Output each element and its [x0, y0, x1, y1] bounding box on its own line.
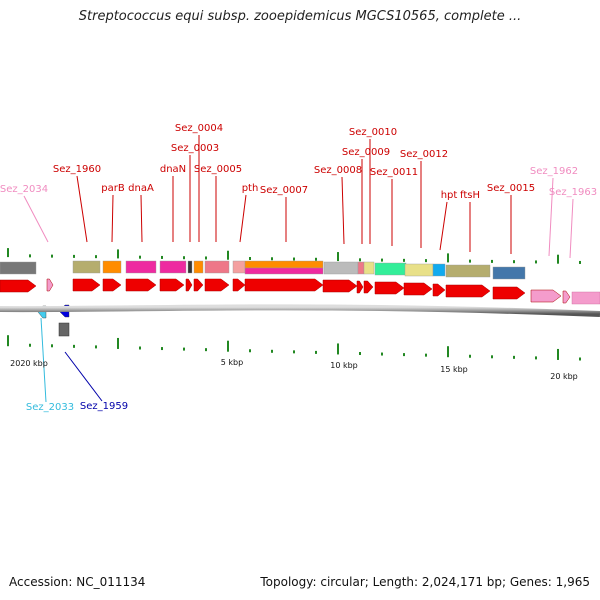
label-leader-line	[548, 177, 554, 257]
gene-arrow-forward	[492, 286, 526, 300]
label-leaders	[23, 135, 574, 403]
gene-label[interactable]: Sez_0008	[314, 165, 362, 176]
gene-label[interactable]: Sez_2033	[26, 402, 74, 413]
cog-bar	[492, 266, 526, 280]
gene-label[interactable]: dnaN	[160, 164, 186, 175]
gene-arrow-forward	[72, 278, 101, 292]
gene-arrow-forward	[363, 280, 374, 294]
gene-label[interactable]: Sez_0010	[349, 127, 397, 138]
cog-bar	[232, 260, 246, 274]
gene-label[interactable]: dnaA	[128, 183, 154, 194]
cog-bar	[102, 260, 122, 274]
kbp-labels: 2020 kbp 5 kbp 10 kbp 15 kbp 20 kbp	[10, 358, 578, 381]
label-leader-line	[140, 194, 143, 243]
gene-label[interactable]: Sez_0009	[342, 147, 390, 158]
cog-bar	[72, 260, 101, 274]
cog-bar	[204, 260, 230, 274]
gene-label[interactable]: Sez_0012	[400, 149, 448, 160]
gene-arrow-forward	[445, 284, 491, 298]
gene-arrow-forward	[530, 289, 562, 303]
gene-arrow-forward	[562, 290, 571, 304]
cog-bar	[159, 260, 187, 274]
cog-bar	[363, 261, 375, 275]
cog-bar	[193, 260, 204, 274]
gene-arrow-forward	[356, 280, 364, 294]
gene-label[interactable]: Sez_0011	[370, 167, 418, 178]
gene-label[interactable]: Sez_0015	[487, 183, 535, 194]
kbp-label: 10 kbp	[330, 361, 358, 370]
cog-bar	[357, 261, 365, 275]
gene-arrow-pseudo	[571, 291, 600, 305]
gene-arrow-forward	[244, 278, 324, 292]
label-leader-line	[569, 198, 574, 259]
gene-label[interactable]: Sez_1963	[549, 187, 597, 198]
label-leader-line	[76, 175, 88, 243]
gene-label[interactable]: ftsH	[460, 190, 480, 201]
gene-label[interactable]: Sez_0004	[175, 123, 223, 134]
label-leader-line	[439, 201, 448, 251]
label-leader-line	[23, 195, 49, 243]
cog-bar	[0, 261, 37, 275]
gene-label[interactable]: Sez_2034	[0, 184, 48, 195]
gene-label[interactable]: hpt	[441, 190, 458, 201]
gene-arrow-forward	[232, 278, 246, 292]
gene-arrow-forward	[46, 278, 54, 292]
gene-arrow-forward	[159, 278, 185, 292]
label-leader-line	[40, 317, 47, 403]
cog-bar	[125, 260, 157, 274]
accession-label: Accession: NC_011134	[9, 575, 146, 589]
kbp-label: 15 kbp	[440, 365, 468, 374]
gene-label[interactable]: Sez_1960	[53, 164, 101, 175]
gene-arrow-forward	[322, 279, 358, 293]
gene-arrow-forward	[102, 278, 122, 292]
cog-bar	[404, 263, 434, 277]
label-leader-line	[111, 194, 114, 243]
gene-track[interactable]	[0, 278, 600, 337]
cog-bar	[323, 261, 359, 275]
gene-label[interactable]: Sez_0005	[194, 164, 242, 175]
label-leader-line	[341, 176, 345, 245]
backbone-arc	[0, 304, 600, 317]
gene-arrow-forward	[193, 278, 204, 292]
gene-label[interactable]: parB	[101, 183, 125, 194]
kbp-label: 2020 kbp	[10, 359, 48, 368]
gene-label[interactable]: pth	[242, 183, 259, 194]
label-leader-line	[64, 351, 103, 402]
kbp-label: 5 kbp	[221, 358, 243, 367]
kbp-label: 20 kbp	[550, 372, 578, 381]
label-leader-line	[239, 194, 247, 243]
gene-block	[58, 322, 70, 337]
cog-bar	[244, 267, 324, 275]
gene-arrow-forward	[0, 279, 37, 293]
cog-bar	[432, 263, 446, 277]
gene-label[interactable]: Sez_1962	[530, 166, 578, 177]
map-title: Streptococcus equi subsp. zooepidemicus …	[78, 9, 522, 24]
gene-label[interactable]: Sez_1959	[80, 401, 128, 412]
cog-bar	[187, 260, 193, 274]
gene-arrow-forward	[403, 282, 433, 296]
cog-bar	[445, 264, 491, 278]
gene-label[interactable]: Sez_0003	[171, 143, 219, 154]
cog-bar	[374, 262, 407, 276]
genome-summary: Topology: circular; Length: 2,024,171 bp…	[260, 575, 590, 589]
gene-arrow-forward	[432, 283, 446, 297]
scale-ticks	[7, 248, 581, 361]
gene-arrow-forward	[185, 278, 193, 292]
gene-arrow-forward	[125, 278, 157, 292]
gene-label[interactable]: Sez_0007	[260, 185, 308, 196]
cog-bar	[244, 260, 324, 269]
gene-arrow-forward	[204, 278, 230, 292]
cog-category-bars	[0, 260, 526, 280]
genome-backbone	[0, 304, 600, 317]
gene-arrow-forward	[374, 281, 405, 295]
